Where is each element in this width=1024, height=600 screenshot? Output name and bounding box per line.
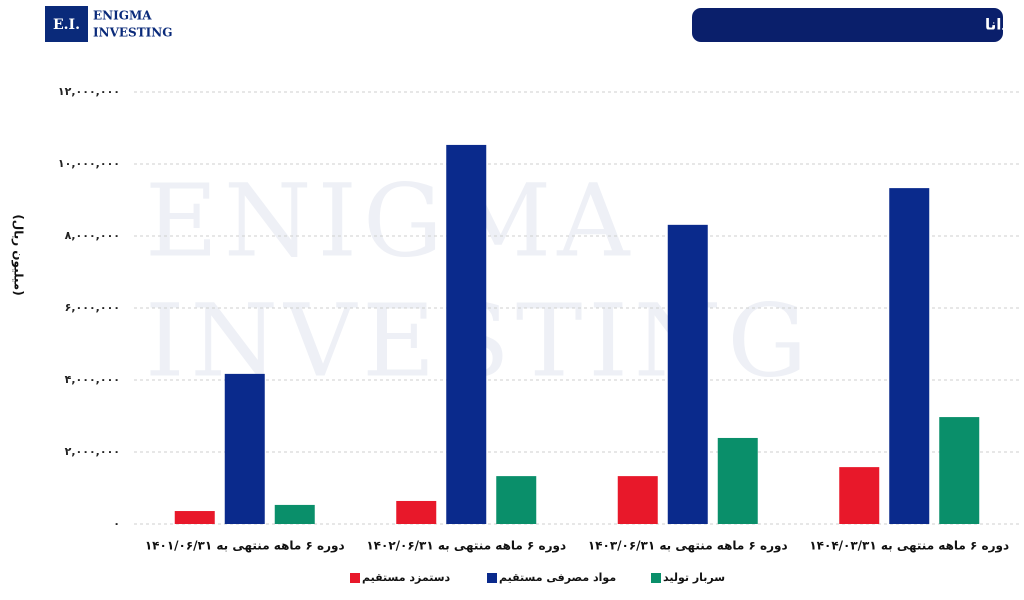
y-tick-label: ۲,۰۰۰,۰۰۰ (65, 445, 120, 458)
bar (224, 373, 265, 524)
y-tick-label: ۶,۰۰۰,۰۰۰ (65, 301, 120, 314)
y-tick-label: ۱۰,۰۰۰,۰۰۰ (58, 157, 120, 170)
logo-text: Enigma (93, 9, 152, 23)
bar (617, 476, 658, 524)
bar (717, 437, 758, 524)
legend-label: دستمزد مستقیم (362, 571, 451, 584)
logo-box (45, 6, 88, 42)
bar (839, 467, 880, 524)
bar (889, 188, 930, 524)
watermark: Enigma (145, 163, 636, 280)
legend-swatch (350, 573, 360, 583)
legend-swatch (487, 573, 497, 583)
y-tick-label: ۸,۰۰۰,۰۰۰ (65, 229, 120, 242)
x-tick-label: دوره ۶ ماهه منتهی به ۱۴۰۲/۰۶/۳۱ (366, 539, 566, 554)
logo-mark: E.I. (53, 17, 80, 33)
bar (496, 476, 537, 524)
legend-swatch (651, 573, 661, 583)
y-tick-label: ۰ (113, 517, 120, 530)
bar (396, 500, 437, 524)
bar (939, 417, 980, 524)
y-tick-label: ۴,۰۰۰,۰۰۰ (65, 373, 120, 386)
bar (446, 144, 487, 525)
x-tick-label: دوره ۶ ماهه منتهی به ۱۴۰۳/۰۶/۳۱ (588, 539, 788, 554)
chart-title: بهای تمام شده ددانا (985, 16, 1024, 34)
title-box (692, 8, 1003, 42)
logo-text: Investing (93, 26, 172, 40)
y-tick-label: ۱۲,۰۰۰,۰۰۰ (58, 85, 120, 98)
bar (274, 504, 315, 524)
bar (667, 224, 708, 524)
legend-label: سربار تولید (663, 571, 725, 584)
x-tick-label: دوره ۶ ماهه منتهی به ۱۴۰۱/۰۶/۳۱ (145, 539, 345, 554)
x-tick-label: دوره ۶ ماهه منتهی به ۱۴۰۴/۰۳/۳۱ (809, 539, 1009, 554)
bar (174, 511, 215, 524)
y-axis-label: (میلیون ریال) (11, 214, 26, 295)
legend-label: مواد مصرفی مستقیم (499, 571, 616, 584)
